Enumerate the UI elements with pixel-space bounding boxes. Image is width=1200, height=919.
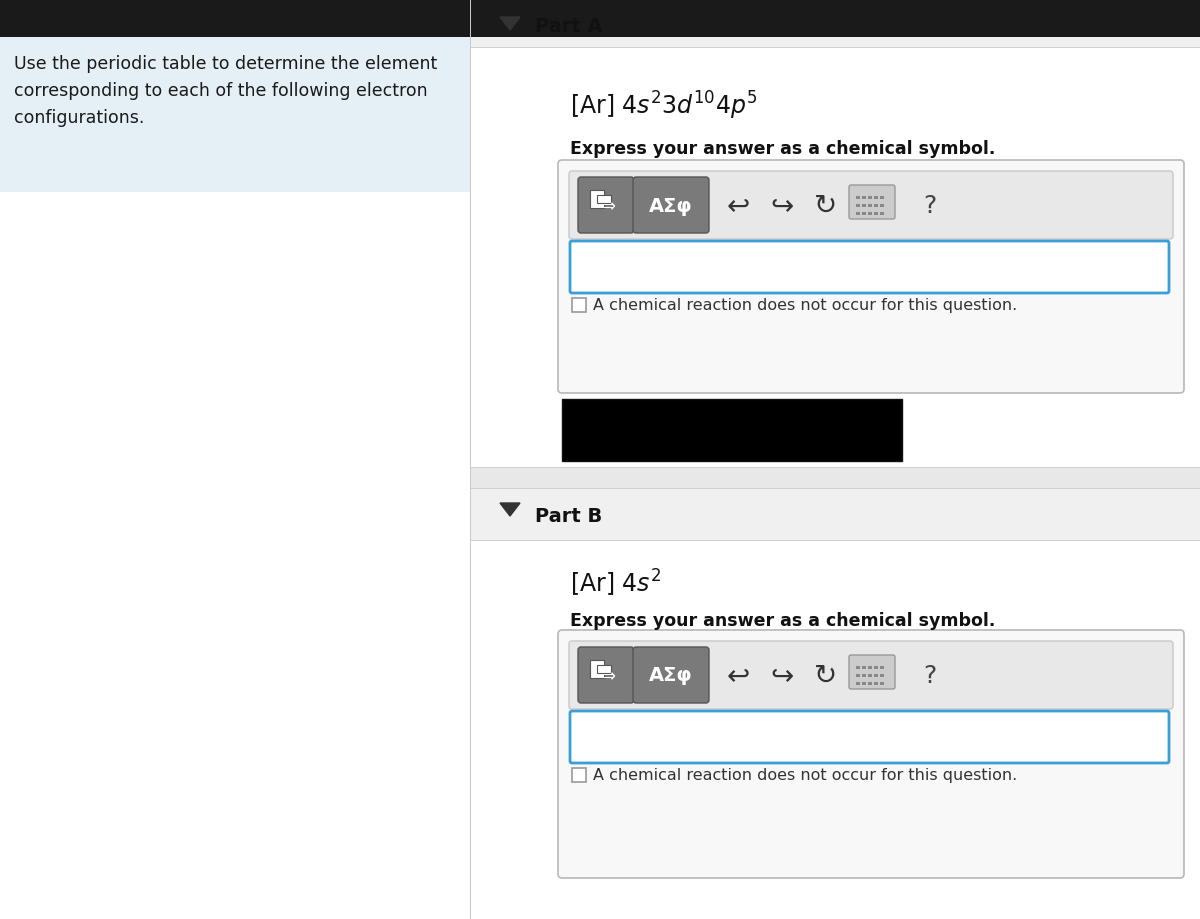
Bar	[862, 205, 866, 208]
Bar	[598, 665, 611, 674]
Bar	[562, 400, 902, 461]
FancyBboxPatch shape	[578, 177, 634, 233]
FancyBboxPatch shape	[634, 647, 709, 703]
FancyBboxPatch shape	[578, 647, 634, 703]
Bar	[874, 666, 878, 669]
Text: ↻: ↻	[815, 662, 838, 689]
Bar	[590, 660, 604, 678]
Bar	[0, 193, 470, 919]
Bar	[590, 191, 604, 209]
Bar	[868, 682, 872, 686]
Polygon shape	[500, 18, 520, 31]
Text: [Ar] $4s^2$: [Ar] $4s^2$	[570, 567, 661, 598]
Text: ↩: ↩	[726, 192, 750, 220]
Bar	[880, 213, 884, 216]
Text: Part A: Part A	[535, 17, 602, 37]
Text: Use the periodic table to determine the element
corresponding to each of the fol: Use the periodic table to determine the …	[14, 55, 437, 127]
FancyBboxPatch shape	[634, 177, 709, 233]
Bar	[856, 675, 860, 677]
Bar	[856, 682, 860, 686]
Text: ↩: ↩	[726, 662, 750, 689]
Bar	[880, 682, 884, 686]
Bar	[470, 489, 1200, 490]
Bar	[880, 675, 884, 677]
Bar	[470, 0, 1200, 919]
Bar	[880, 197, 884, 199]
Bar	[868, 197, 872, 199]
Polygon shape	[500, 504, 520, 516]
Text: ΑΣφ: ΑΣφ	[649, 197, 692, 215]
Bar	[856, 205, 860, 208]
Text: Express your answer as a chemical symbol.: Express your answer as a chemical symbol…	[570, 140, 995, 158]
Bar	[874, 675, 878, 677]
Bar	[856, 213, 860, 216]
Bar	[470, 541, 1200, 919]
Text: ⇒: ⇒	[601, 666, 614, 685]
Bar	[856, 666, 860, 669]
Bar	[868, 666, 872, 669]
FancyBboxPatch shape	[850, 186, 895, 220]
Text: ↪: ↪	[770, 662, 793, 689]
Bar	[0, 38, 470, 193]
Text: A chemical reaction does not occur for this question.: A chemical reaction does not occur for t…	[593, 298, 1018, 313]
Bar	[598, 196, 611, 204]
Bar	[470, 0, 1200, 48]
Bar	[862, 682, 866, 686]
Bar	[868, 205, 872, 208]
Text: ⇒: ⇒	[601, 197, 614, 215]
Bar	[470, 468, 1200, 490]
Bar	[880, 666, 884, 669]
Bar	[862, 197, 866, 199]
Text: ↪: ↪	[770, 192, 793, 220]
Text: ?: ?	[923, 194, 937, 218]
Text: A chemical reaction does not occur for this question.: A chemical reaction does not occur for t…	[593, 767, 1018, 783]
Bar	[572, 768, 586, 782]
Bar	[874, 205, 878, 208]
Text: ?: ?	[923, 664, 937, 687]
Bar	[470, 48, 1200, 49]
Text: ↻: ↻	[815, 192, 838, 220]
Bar	[862, 666, 866, 669]
Bar	[862, 213, 866, 216]
Text: Express your answer as a chemical symbol.: Express your answer as a chemical symbol…	[570, 611, 995, 630]
FancyBboxPatch shape	[569, 641, 1174, 709]
Text: ΑΣφ: ΑΣφ	[649, 665, 692, 685]
Text: Part B: Part B	[535, 507, 602, 526]
Bar	[572, 299, 586, 312]
Bar	[880, 205, 884, 208]
Bar	[868, 213, 872, 216]
Bar	[862, 675, 866, 677]
Bar	[868, 675, 872, 677]
Bar	[470, 468, 1200, 469]
Bar	[856, 197, 860, 199]
Bar	[470, 490, 1200, 541]
Bar	[874, 197, 878, 199]
FancyBboxPatch shape	[569, 172, 1174, 240]
FancyBboxPatch shape	[570, 242, 1169, 294]
Bar	[470, 49, 1200, 490]
FancyBboxPatch shape	[570, 711, 1169, 763]
Bar	[874, 213, 878, 216]
Bar	[0, 0, 1200, 38]
FancyBboxPatch shape	[558, 161, 1184, 393]
FancyBboxPatch shape	[850, 655, 895, 689]
Bar	[470, 540, 1200, 541]
Text: [Ar] $4s^23d^{10}4p^5$: [Ar] $4s^23d^{10}4p^5$	[570, 90, 757, 122]
FancyBboxPatch shape	[558, 630, 1184, 878]
Bar	[874, 682, 878, 686]
